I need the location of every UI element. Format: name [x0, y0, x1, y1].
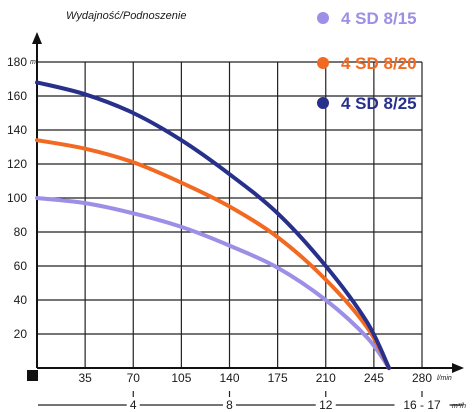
y-tick-label: 120 — [7, 157, 27, 171]
x-tick-labels: 35 70 105 140 175 210 245 280 — [78, 371, 432, 385]
y-axis-arrow — [32, 32, 42, 44]
x2-tick-backdrop — [126, 398, 140, 411]
legend: 4 SD 8/15 4 SD 8/20 4 SD 8/25 — [317, 9, 417, 113]
x-tick-label: 245 — [364, 371, 384, 385]
x-tick-label: 140 — [219, 371, 239, 385]
legend-label: 4 SD 8/25 — [341, 94, 417, 113]
x2-tick-label: 4 — [130, 398, 137, 412]
x-tick-label: 175 — [268, 371, 288, 385]
y-tick-label: 180 — [7, 55, 27, 69]
x-tick-label: 35 — [78, 371, 92, 385]
x2-tick-backdrop — [394, 398, 450, 411]
y-unit-label: m — [30, 59, 36, 66]
y-tick-label: 160 — [7, 89, 27, 103]
y-tick-label: 80 — [14, 225, 28, 239]
x2-tick-label: 16 - 17 — [403, 398, 441, 412]
x-axis-arrow — [452, 363, 464, 373]
x-unit-label: l/min — [437, 375, 452, 382]
series-lines — [35, 80, 391, 370]
series-line-1 — [35, 196, 391, 370]
y-tick-labels: 20 40 60 80 100 120 140 160 180 — [7, 55, 27, 341]
series-line-3 — [35, 80, 391, 370]
legend-marker — [317, 97, 329, 109]
chart-title: Wydajność/Podnoszenie — [66, 10, 186, 22]
axes — [27, 32, 464, 381]
x-tick-label: 70 — [127, 371, 141, 385]
x2-tick-label: 12 — [319, 398, 333, 412]
secondary-x-axis: 4 8 12 16 - 17 — [38, 391, 463, 412]
y-tick-label: 140 — [7, 123, 27, 137]
y-tick-label: 60 — [14, 259, 28, 273]
x2-tick-label: 8 — [226, 398, 233, 412]
x2-tick-backdrop — [223, 398, 236, 411]
y-tick-label: 20 — [14, 327, 28, 341]
series-line-2 — [35, 138, 391, 370]
legend-marker — [317, 12, 329, 24]
x-tick-label: 105 — [171, 371, 191, 385]
x-tick-label: 210 — [316, 371, 336, 385]
x2-tick-backdrop — [315, 398, 336, 411]
x-tick-label: 280 — [412, 371, 432, 385]
y-tick-label: 40 — [14, 293, 28, 307]
legend-marker — [317, 57, 329, 69]
y-tick-label: 100 — [7, 191, 27, 205]
x2-unit-label: m³/h — [452, 403, 466, 410]
origin-marker — [27, 370, 38, 381]
legend-label: 4 SD 8/15 — [341, 9, 417, 28]
legend-label: 4 SD 8/20 — [341, 54, 417, 73]
